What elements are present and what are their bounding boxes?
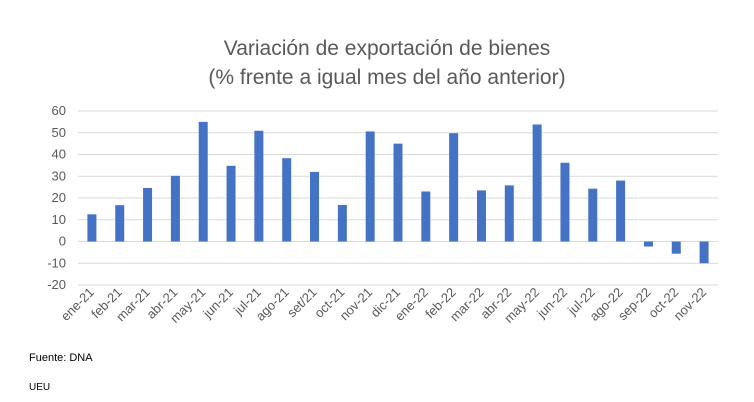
x-tick-label: jun-21 — [199, 285, 236, 322]
x-axis-ticks: ene-21feb-21mar-21abr-21may-21jun-21jul-… — [58, 285, 709, 326]
y-tick-label: 60 — [52, 103, 66, 118]
bar — [87, 214, 97, 242]
y-tick-label: 0 — [59, 234, 66, 249]
footer-code: UEU — [29, 382, 51, 393]
bar — [421, 191, 431, 242]
y-tick-label: 50 — [52, 125, 66, 140]
source-note: Fuente: DNA — [29, 352, 93, 364]
y-tick-label: 10 — [52, 212, 66, 227]
bar — [588, 188, 598, 242]
x-tick-label: set/21 — [284, 285, 320, 321]
bars — [87, 121, 709, 264]
y-axis-ticks: -20 -10 0 10 20 30 40 50 60 — [47, 103, 66, 292]
bar — [143, 187, 153, 242]
bar — [643, 241, 653, 247]
bar — [226, 165, 236, 242]
bar — [198, 121, 208, 242]
bar — [504, 185, 514, 242]
chart-title-line-2: (% frente a igual mes del año anterior) — [208, 66, 566, 89]
y-tick-label: -20 — [47, 277, 66, 292]
bar — [671, 241, 681, 254]
bar — [170, 175, 180, 242]
y-tick-label: 30 — [52, 168, 66, 183]
bar — [449, 133, 459, 242]
bar — [254, 130, 264, 242]
bar — [310, 171, 320, 242]
chart-title: Variación de exportación de bienes (% fr… — [0, 34, 754, 92]
bar — [476, 190, 486, 242]
bar — [365, 131, 375, 242]
y-tick-label: 40 — [52, 147, 66, 162]
bar — [532, 124, 542, 242]
bar — [699, 241, 709, 264]
bar — [337, 204, 347, 242]
y-tick-label: 20 — [52, 190, 66, 205]
bar — [560, 162, 570, 242]
y-tick-label: -10 — [47, 255, 66, 270]
bar — [616, 180, 626, 242]
bar — [393, 143, 403, 242]
chart-title-line-1: Variación de exportación de bienes — [223, 37, 551, 60]
bar — [115, 205, 125, 242]
bar — [282, 158, 292, 242]
x-tick-label: jun-22 — [533, 285, 570, 322]
